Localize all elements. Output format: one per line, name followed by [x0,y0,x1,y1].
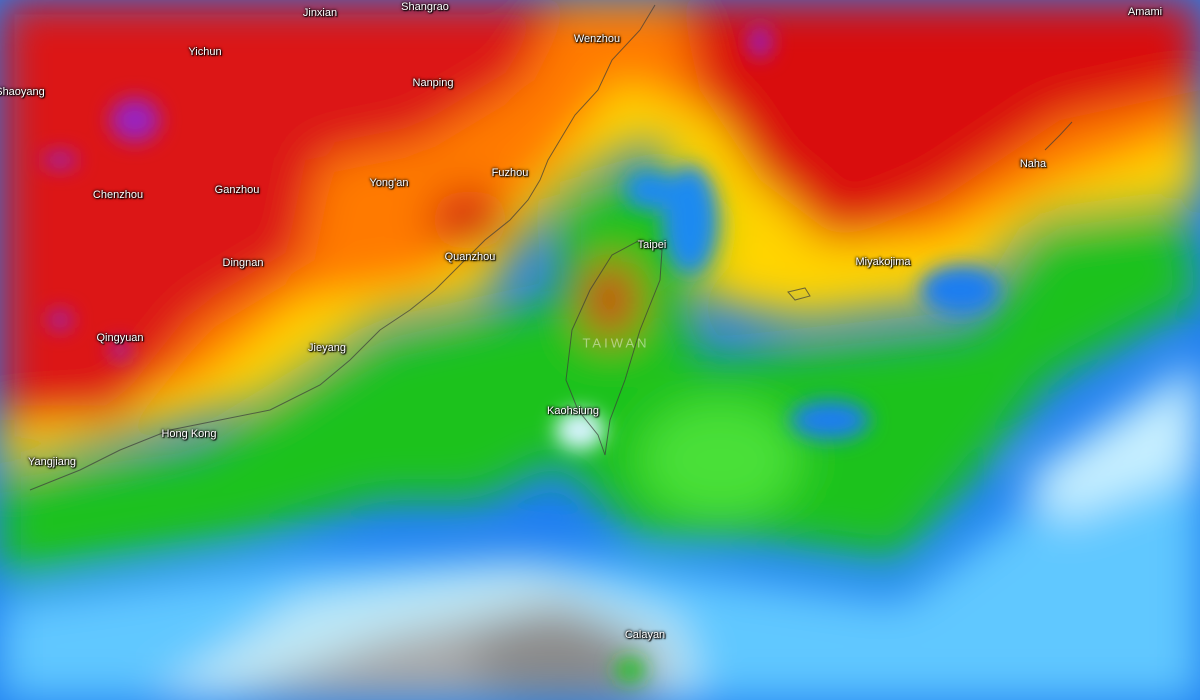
city-label-taipei: Taipei [637,239,667,251]
city-label-hongkong: Hong Kong [161,428,217,440]
city-label-dingnan: Dingnan [222,257,264,269]
city-label-fuzhou: Fuzhou [491,167,529,179]
city-label-shaoyang: Shaoyang [0,86,45,98]
city-label-kaohsiung: Kaohsiung [547,405,599,417]
city-label-shangrao: Shangrao [401,1,449,13]
city-label-amami: Amami [1127,6,1163,18]
city-label-wenzhou: Wenzhou [573,33,621,45]
city-label-jinxian: Jinxian [302,7,338,19]
city-label-quanzhou: Quanzhou [444,251,496,263]
city-label-qingyuan: Qingyuan [96,332,144,344]
city-label-jieyang: Jieyang [308,342,346,354]
coastline [29,4,1073,491]
city-label-miyakojima: Miyakojima [855,256,911,268]
city-label-nanping: Nanping [412,77,454,89]
city-label-naha: Naha [1019,158,1047,170]
city-label-ganzhou: Ganzhou [214,184,260,196]
city-label-calayan: Calayan [624,629,666,641]
country-label-taiwan: TAIWAN [582,335,650,351]
city-label-yichun: Yichun [188,46,222,58]
city-label-yangjiang: Yangjiang [27,456,77,468]
city-label-yongan: Yong'an [369,177,409,189]
city-label-chenzhou: Chenzhou [92,189,144,201]
